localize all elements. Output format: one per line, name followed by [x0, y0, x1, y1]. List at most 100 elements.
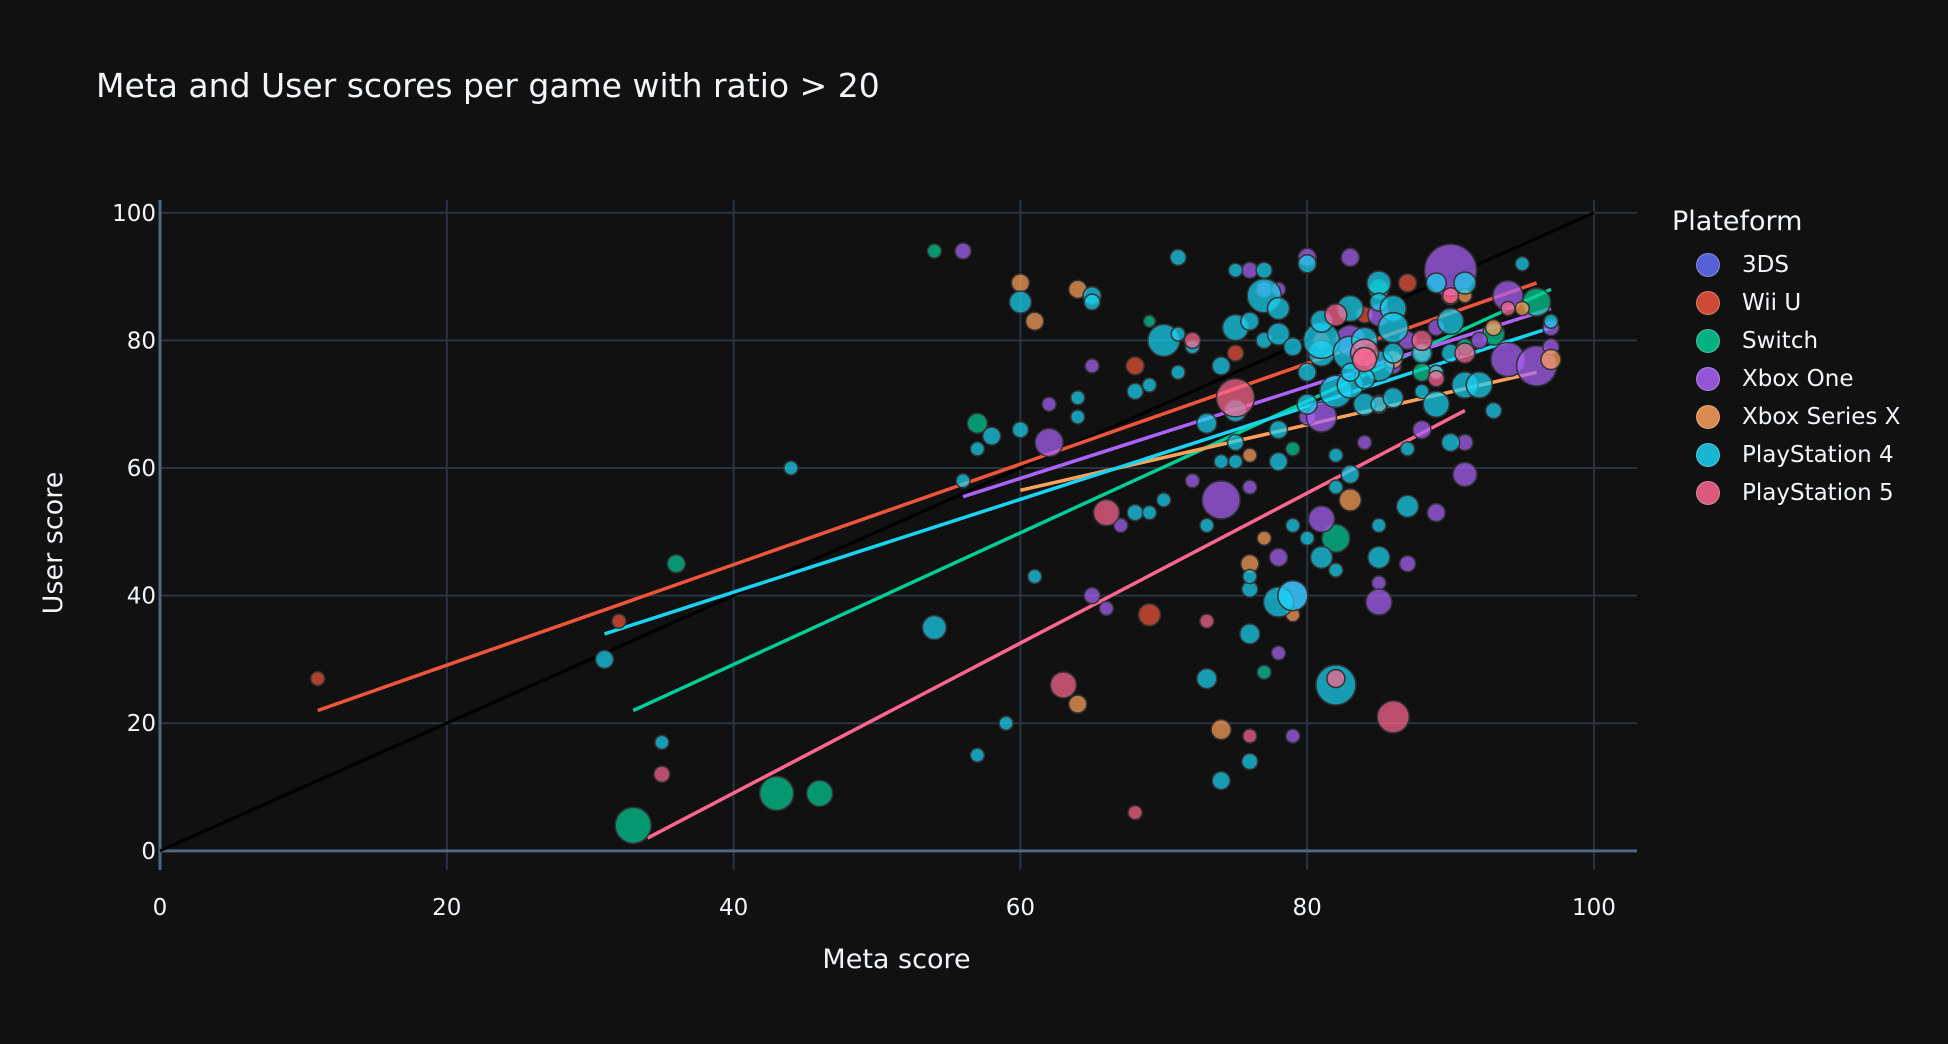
data-point-playstation-4[interactable]: [1367, 545, 1391, 570]
data-point-playstation-4[interactable]: [654, 734, 670, 751]
data-point-playstation-4[interactable]: [981, 426, 1002, 446]
legend-item-switch[interactable]: Switch: [1672, 322, 1900, 360]
legend-item-3ds[interactable]: 3DS: [1672, 246, 1900, 284]
data-point-xbox-one[interactable]: [1285, 728, 1301, 744]
data-point-playstation-5[interactable]: [653, 765, 671, 784]
data-point-playstation-4[interactable]: [1026, 568, 1043, 585]
data-point-xbox-series-x[interactable]: [1210, 718, 1232, 741]
data-point-playstation-4[interactable]: [1299, 530, 1315, 546]
data-point-xbox-series-x[interactable]: [1338, 488, 1362, 512]
data-point-playstation-5[interactable]: [1454, 342, 1476, 364]
data-point-xbox-one[interactable]: [1201, 480, 1241, 520]
data-point-xbox-one[interactable]: [1270, 645, 1287, 661]
data-point-playstation-4[interactable]: [1283, 337, 1303, 357]
data-point-playstation-5[interactable]: [1326, 668, 1346, 689]
data-point-playstation-5[interactable]: [1441, 286, 1460, 305]
data-point-playstation-5[interactable]: [1427, 369, 1445, 388]
data-point-playstation-5[interactable]: [1324, 303, 1348, 327]
data-point-playstation-4[interactable]: [1422, 390, 1450, 418]
data-point-switch[interactable]: [1285, 441, 1301, 457]
data-point-xbox-one[interactable]: [1356, 434, 1373, 451]
data-point-wii-u[interactable]: [1137, 603, 1162, 627]
data-point-xbox-one[interactable]: [1184, 473, 1201, 489]
data-point-playstation-4[interactable]: [1440, 432, 1461, 453]
data-point-xbox-one[interactable]: [1365, 588, 1393, 616]
data-point-xbox-one[interactable]: [1452, 461, 1478, 488]
data-point-playstation-5[interactable]: [1351, 346, 1378, 373]
data-point-playstation-4[interactable]: [1011, 420, 1030, 439]
data-point-playstation-4[interactable]: [1126, 382, 1144, 401]
data-point-playstation-4[interactable]: [1126, 503, 1144, 522]
data-point-xbox-one[interactable]: [1113, 517, 1129, 534]
data-point-playstation-4[interactable]: [1141, 377, 1158, 393]
data-point-playstation-4[interactable]: [1083, 293, 1101, 311]
data-point-switch[interactable]: [1321, 523, 1351, 553]
data-point-xbox-one[interactable]: [1242, 479, 1258, 495]
data-point-playstation-4[interactable]: [1242, 568, 1258, 585]
data-point-playstation-4[interactable]: [1268, 451, 1289, 472]
data-point-wii-u[interactable]: [1397, 273, 1418, 293]
data-point-xbox-series-x[interactable]: [1514, 300, 1531, 317]
data-point-playstation-4[interactable]: [1382, 342, 1404, 364]
data-point-playstation-4[interactable]: [1414, 383, 1430, 400]
data-point-playstation-4[interactable]: [1285, 517, 1301, 534]
data-point-xbox-series-x[interactable]: [1010, 273, 1031, 293]
data-point-switch[interactable]: [1142, 314, 1157, 328]
data-point-playstation-4[interactable]: [1170, 364, 1186, 381]
data-point-playstation-5[interactable]: [1242, 728, 1258, 744]
data-point-playstation-4[interactable]: [1268, 419, 1289, 440]
data-point-playstation-5[interactable]: [1376, 700, 1410, 734]
data-point-wii-u[interactable]: [1125, 356, 1145, 376]
data-point-switch[interactable]: [926, 243, 943, 259]
data-point-playstation-4[interactable]: [783, 460, 799, 476]
data-point-playstation-4[interactable]: [1141, 504, 1158, 521]
data-point-xbox-one[interactable]: [1398, 554, 1417, 573]
data-point-playstation-5[interactable]: [1092, 498, 1121, 527]
data-point-wii-u[interactable]: [1226, 344, 1245, 362]
data-point-playstation-4[interactable]: [1196, 412, 1218, 435]
data-point-wii-u[interactable]: [309, 670, 326, 687]
data-point-playstation-4[interactable]: [969, 441, 986, 457]
data-point-playstation-4[interactable]: [998, 715, 1014, 731]
data-point-playstation-4[interactable]: [1008, 290, 1033, 314]
data-point-xbox-one[interactable]: [1041, 396, 1057, 412]
data-point-playstation-4[interactable]: [1277, 579, 1309, 612]
data-point-xbox-series-x[interactable]: [1256, 530, 1272, 546]
data-point-switch[interactable]: [805, 779, 834, 808]
data-point-playstation-4[interactable]: [1514, 256, 1531, 272]
data-point-xbox-series-x[interactable]: [1024, 311, 1045, 331]
data-point-switch[interactable]: [758, 775, 795, 812]
data-point-playstation-4[interactable]: [1395, 494, 1420, 519]
data-point-xbox-one[interactable]: [1268, 547, 1289, 568]
data-point-playstation-4[interactable]: [1328, 562, 1344, 578]
data-point-xbox-series-x[interactable]: [1484, 318, 1503, 337]
data-point-playstation-4[interactable]: [1309, 545, 1334, 570]
data-point-playstation-4[interactable]: [1340, 362, 1360, 383]
data-point-playstation-4[interactable]: [1266, 296, 1291, 321]
data-point-xbox-series-x[interactable]: [1067, 694, 1088, 714]
legend-item-playstation-4[interactable]: PlayStation 4: [1672, 436, 1900, 474]
data-point-playstation-4[interactable]: [1297, 362, 1317, 383]
data-point-playstation-5[interactable]: [1411, 329, 1433, 352]
data-point-playstation-4[interactable]: [1213, 453, 1229, 470]
data-point-playstation-4[interactable]: [1340, 464, 1360, 485]
data-point-playstation-4[interactable]: [1371, 517, 1387, 534]
data-point-playstation-4[interactable]: [1399, 441, 1416, 457]
data-point-xbox-one[interactable]: [1340, 247, 1360, 268]
data-point-xbox-one[interactable]: [1412, 419, 1432, 440]
data-point-xbox-one[interactable]: [1034, 427, 1064, 458]
data-point-playstation-4[interactable]: [1239, 623, 1261, 645]
data-point-playstation-4[interactable]: [1199, 517, 1215, 534]
data-point-playstation-4[interactable]: [1484, 401, 1503, 420]
data-point-wii-u[interactable]: [611, 613, 627, 629]
data-point-playstation-5[interactable]: [1127, 804, 1143, 821]
data-point-playstation-5[interactable]: [1215, 378, 1256, 418]
data-point-playstation-4[interactable]: [1255, 261, 1273, 279]
data-point-playstation-4[interactable]: [1366, 270, 1392, 296]
data-point-playstation-4[interactable]: [1377, 311, 1409, 344]
data-point-playstation-4[interactable]: [1169, 248, 1187, 267]
data-point-switch[interactable]: [614, 806, 652, 845]
data-point-playstation-4[interactable]: [1240, 311, 1260, 331]
data-point-playstation-4[interactable]: [921, 614, 948, 641]
legend-item-xbox-one[interactable]: Xbox One: [1672, 360, 1900, 398]
